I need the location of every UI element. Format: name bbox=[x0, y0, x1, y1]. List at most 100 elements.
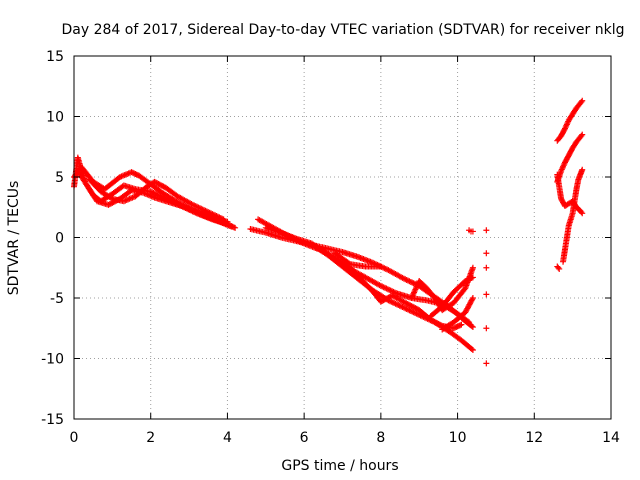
y-axis-title: SDTVAR / TECUs bbox=[6, 181, 22, 296]
data-point bbox=[465, 302, 472, 309]
data-point bbox=[377, 282, 384, 289]
data-point bbox=[232, 224, 239, 231]
data-point bbox=[407, 307, 414, 314]
data-point bbox=[410, 280, 417, 287]
data-point bbox=[205, 209, 212, 216]
x-tick-label: 2 bbox=[146, 430, 155, 446]
data-point bbox=[212, 212, 219, 219]
data-point bbox=[213, 213, 220, 220]
data-point bbox=[458, 321, 465, 328]
y-tick-label: -10 bbox=[41, 352, 64, 368]
data-point bbox=[462, 308, 469, 315]
data-point bbox=[468, 346, 475, 353]
data-points bbox=[71, 97, 586, 367]
data-point bbox=[437, 322, 444, 329]
axis-ticks bbox=[73, 55, 612, 420]
x-tick-label: 10 bbox=[449, 430, 467, 446]
y-tick-labels: -15 -10 -5 0 5 10 15 bbox=[41, 49, 64, 428]
data-point bbox=[396, 302, 403, 309]
data-point bbox=[400, 304, 407, 311]
data-point bbox=[191, 202, 198, 209]
data-point bbox=[578, 98, 585, 105]
data-point bbox=[195, 204, 202, 211]
y-tick-label: 15 bbox=[46, 49, 64, 65]
x-tick-label: 12 bbox=[525, 430, 543, 446]
data-point bbox=[579, 166, 586, 173]
x-tick-label: 0 bbox=[70, 430, 79, 446]
y-tick-label: 10 bbox=[46, 110, 64, 126]
data-point bbox=[561, 126, 568, 133]
x-tick-label: 14 bbox=[602, 430, 620, 446]
data-point bbox=[468, 297, 475, 304]
data-point bbox=[407, 278, 414, 285]
data-point bbox=[389, 299, 396, 306]
data-point bbox=[469, 228, 476, 235]
data-point bbox=[402, 276, 409, 283]
data-point bbox=[406, 278, 413, 285]
data-point bbox=[220, 216, 227, 223]
data-point bbox=[469, 274, 476, 281]
data-point bbox=[579, 210, 586, 217]
x-axis-title: GPS time / hours bbox=[281, 458, 398, 474]
data-point bbox=[556, 265, 563, 272]
data-point bbox=[464, 305, 471, 312]
data-point bbox=[217, 215, 224, 222]
data-point bbox=[405, 306, 412, 313]
x-tick-label: 4 bbox=[223, 430, 232, 446]
data-point bbox=[398, 303, 405, 310]
data-point bbox=[383, 285, 390, 292]
data-point bbox=[199, 206, 206, 213]
y-tick-label: -15 bbox=[41, 412, 64, 428]
grid bbox=[74, 56, 611, 419]
data-point bbox=[466, 319, 473, 326]
data-point bbox=[579, 131, 586, 138]
data-point bbox=[483, 325, 490, 332]
data-point bbox=[384, 286, 391, 293]
data-point bbox=[405, 277, 412, 284]
data-point bbox=[392, 300, 399, 307]
data-point bbox=[469, 296, 476, 303]
data-point bbox=[457, 322, 464, 329]
data-point bbox=[483, 264, 490, 271]
data-point bbox=[579, 97, 586, 104]
x-tick-label: 6 bbox=[300, 430, 309, 446]
data-point bbox=[108, 194, 115, 201]
data-point bbox=[215, 213, 222, 220]
data-point bbox=[387, 287, 394, 294]
data-point bbox=[464, 318, 471, 325]
chart-title: Day 284 of 2017, Sidereal Day-to-day VTE… bbox=[62, 22, 625, 38]
data-point bbox=[403, 276, 410, 283]
data-point bbox=[202, 207, 209, 214]
data-point bbox=[400, 275, 407, 282]
data-point bbox=[192, 203, 199, 210]
data-point bbox=[216, 214, 223, 221]
data-point bbox=[468, 323, 475, 330]
data-point bbox=[206, 209, 213, 216]
data-point bbox=[228, 223, 235, 230]
data-point bbox=[203, 208, 210, 215]
data-point bbox=[469, 264, 476, 271]
data-point bbox=[468, 275, 475, 282]
data-point bbox=[377, 263, 384, 270]
data-point bbox=[483, 360, 490, 367]
data-point bbox=[402, 305, 409, 312]
data-point bbox=[406, 307, 413, 314]
x-tick-labels: 0 2 4 6 8 10 12 14 bbox=[70, 430, 620, 446]
data-point bbox=[462, 309, 469, 316]
data-point bbox=[382, 265, 389, 272]
data-point bbox=[210, 211, 217, 218]
y-tick-label: 0 bbox=[55, 231, 64, 247]
data-point bbox=[381, 265, 388, 272]
data-point bbox=[467, 300, 474, 307]
data-point bbox=[399, 304, 406, 311]
data-point bbox=[219, 215, 226, 222]
data-point bbox=[345, 260, 352, 267]
data-point bbox=[393, 301, 400, 308]
data-point bbox=[469, 347, 476, 354]
data-point bbox=[395, 302, 402, 309]
x-tick-label: 8 bbox=[376, 430, 385, 446]
data-point bbox=[403, 306, 410, 312]
y-tick-label: -5 bbox=[50, 291, 64, 307]
y-tick-label: 5 bbox=[55, 170, 64, 186]
